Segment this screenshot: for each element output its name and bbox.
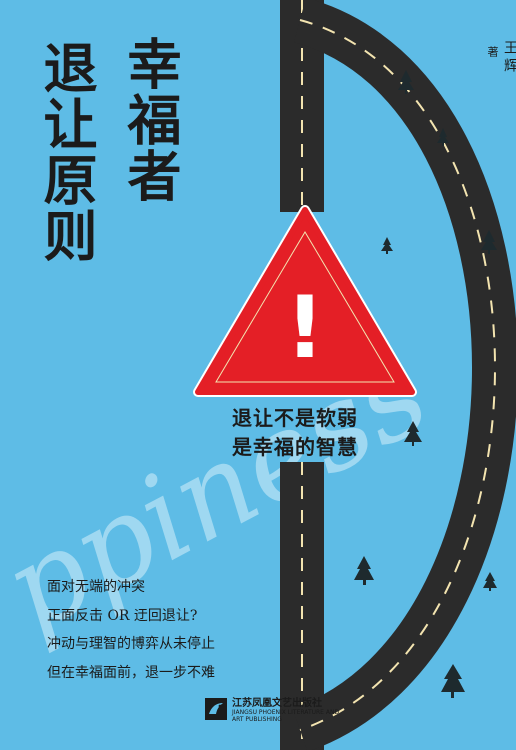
pine-tree-icon xyxy=(483,572,497,591)
curved-road xyxy=(292,0,516,750)
pine-tree-icon xyxy=(381,237,393,254)
author: 王辉 著 xyxy=(484,40,516,76)
pine-tree-icon xyxy=(441,664,465,698)
pine-tree-icon xyxy=(481,230,497,254)
blurb-line: 冲动与理智的博弈从未停止 xyxy=(47,636,215,652)
tagline: 退让不是软弱 是幸福的智慧 xyxy=(232,404,358,462)
warning-triangle-icon: ! xyxy=(193,205,417,397)
tagline-line-2: 是幸福的智慧 xyxy=(232,435,358,459)
blurb-line: 正面反击 OR 迂回退让? xyxy=(47,607,198,624)
title-line-1: 幸福者 xyxy=(118,36,181,204)
blurb-line: 但在幸福面前，退一步不难 xyxy=(47,664,215,681)
pine-tree-icon xyxy=(398,70,414,94)
publisher-name-en-2: ART PUBLISHING xyxy=(232,716,282,723)
title-line-2: 退让原则 xyxy=(34,40,97,264)
pine-tree-icon xyxy=(354,556,374,585)
blurb: 面对无端的冲突 正面反击 OR 迂回退让? 冲动与理智的博弈从未停止 但在幸福面… xyxy=(47,573,215,687)
publisher-name: 江苏凤凰文艺出版社 xyxy=(232,698,322,709)
publisher-name-en-1: JIANGSU PHOENIX LITERATURE AND xyxy=(232,709,340,716)
pine-tree-icon xyxy=(437,128,449,146)
warning-mark: ! xyxy=(285,278,324,378)
author-name: 王辉 xyxy=(502,40,516,76)
pine-tree-icon xyxy=(404,421,422,446)
blurb-line: 面对无端的冲突 xyxy=(47,579,145,595)
tagline-line-1: 退让不是软弱 xyxy=(232,406,358,430)
publisher-logo-icon xyxy=(205,697,227,720)
publisher: 江苏凤凰文艺出版社 JIANGSU PHOENIX LITERATURE AND… xyxy=(204,694,339,723)
author-role: 著 xyxy=(486,46,499,61)
trees xyxy=(354,70,497,698)
